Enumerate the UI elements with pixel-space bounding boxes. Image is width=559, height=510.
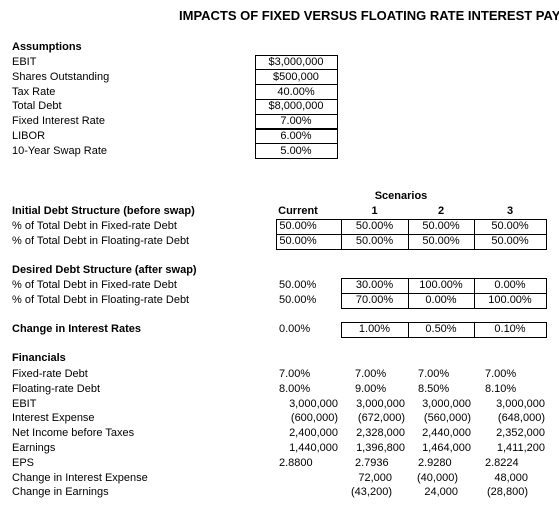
row-label: Fixed-rate Debt: [12, 368, 88, 380]
row-label: 10-Year Swap Rate: [12, 144, 107, 157]
cell-value: 100.00%: [419, 279, 463, 291]
cell-value: 3,000,000: [289, 397, 338, 410]
input-value: 40.00%: [277, 85, 315, 98]
cell-value: 50.00%: [491, 220, 529, 232]
scenarios-label: Scenarios: [374, 190, 428, 202]
row-label: Change in Interest Expense: [12, 471, 148, 484]
row-label: Floating-rate Debt: [12, 382, 101, 395]
cell-value: 50.00%: [422, 220, 460, 232]
row-label: Change in Interest Rates: [12, 323, 141, 335]
input-value: $500,000: [273, 70, 319, 83]
input-value: 6.00%: [280, 130, 312, 142]
cell-border: [474, 233, 547, 250]
cell-value: 7.00%: [418, 368, 450, 380]
row-label: Interest Expense: [12, 412, 95, 425]
row-label: EBIT: [12, 56, 37, 68]
cell-value: 2.7936: [355, 456, 389, 469]
cell-border: [474, 292, 547, 309]
cell-value: 3,000,000: [496, 397, 545, 410]
column-header: 2: [437, 205, 445, 217]
row-label: Earnings: [12, 442, 56, 454]
cell-value: 7.00%: [485, 368, 517, 380]
cell-value: 3,000,000: [422, 397, 471, 410]
section-heading: Assumptions: [12, 41, 82, 53]
cell-value: 2,328,000: [356, 427, 405, 440]
section-heading: Desired Debt Structure (after swap): [12, 264, 197, 276]
cell-value: 0.10%: [494, 323, 526, 335]
row-label: % of Total Debt in Fixed-rate Debt: [12, 220, 177, 232]
cell-value: (648,000): [497, 412, 545, 425]
cell-value: 8.50%: [418, 382, 450, 395]
input-value: $3,000,000: [268, 56, 324, 68]
row-label: LIBOR: [12, 130, 46, 142]
cell-value: 9.00%: [355, 382, 387, 395]
cell-value: (40,000): [417, 471, 458, 484]
cell-value: 1,464,000: [422, 442, 471, 454]
section-heading: Initial Debt Structure (before swap): [12, 205, 195, 217]
cell-value: (672,000): [357, 412, 405, 425]
cell-value: 2,352,000: [496, 427, 545, 440]
cell-value: (28,800): [487, 486, 528, 499]
row-label: EPS: [12, 456, 35, 469]
column-header: 1: [371, 205, 378, 217]
cell-value: 0.00%: [425, 294, 457, 306]
cell-value: 7.00%: [355, 368, 387, 380]
cell-value: 30.00%: [355, 279, 394, 291]
cell-border: [474, 321, 547, 338]
cell-value: (43,200): [351, 486, 392, 499]
cell-value: 24,000: [424, 486, 458, 499]
cell-value: 48,000: [494, 471, 528, 484]
cell-value: 70.00%: [355, 294, 394, 306]
row-label: Net Income before Taxes: [12, 427, 135, 440]
title: IMPACTS OF FIXED VERSUS FLOATING RATE IN…: [179, 8, 559, 23]
input-value: $8,000,000: [268, 100, 324, 113]
cell-value: 50.00%: [279, 294, 317, 306]
cell-value: 2,440,000: [422, 427, 471, 440]
cell-value: 72,000: [358, 471, 392, 484]
column-header: 3: [506, 205, 514, 217]
row-label: Shares Outstanding: [12, 70, 110, 83]
cell-value: 0.00%: [494, 279, 526, 291]
row-label: Total Debt: [12, 100, 62, 113]
cell-value: 8.10%: [485, 382, 517, 395]
row-label: Fixed Interest Rate: [12, 115, 105, 128]
cell-value: 50.00%: [355, 235, 394, 247]
column-header: Current: [278, 205, 318, 217]
cell-value: 50.00%: [422, 235, 460, 247]
input-value: 5.00%: [280, 144, 312, 157]
cell-value: 7.00%: [279, 368, 311, 380]
cell-value: 2,400,000: [289, 427, 338, 440]
cell-value: 50.00%: [491, 235, 529, 247]
row-label: % of Total Debt in Floating-rate Debt: [12, 235, 190, 247]
cell-value: 1.00%: [358, 323, 391, 335]
cell-value: 1,440,000: [289, 442, 338, 454]
section-heading: Financials: [12, 352, 66, 364]
cell-value: 100.00%: [488, 294, 532, 306]
row-label: Change in Earnings: [12, 486, 109, 499]
cell-value: (560,000): [423, 412, 471, 425]
row-label: Tax Rate: [12, 85, 56, 98]
cell-value: 50.00%: [279, 235, 317, 247]
cell-value: 0.00%: [279, 323, 311, 335]
input-value: 7.00%: [280, 115, 312, 128]
cell-value: 50.00%: [279, 279, 317, 291]
cell-value: 2.9280: [418, 456, 452, 469]
cell-value: 8.00%: [279, 382, 311, 395]
cell-value: 1,411,200: [496, 442, 545, 454]
cell-value: 50.00%: [279, 220, 317, 232]
cell-value: 1,396,800: [356, 442, 405, 454]
row-label: % of Total Debt in Floating-rate Debt: [12, 294, 190, 306]
row-label: EBIT: [12, 397, 37, 410]
cell-value: 2.8224: [485, 456, 519, 469]
cell-value: (600,000): [290, 412, 338, 425]
cell-value: 0.50%: [425, 323, 457, 335]
cell-value: 50.00%: [355, 220, 394, 232]
cell-value: 3,000,000: [356, 397, 405, 410]
cell-border: [255, 143, 338, 160]
cell-value: 2.8800: [279, 456, 313, 469]
row-label: % of Total Debt in Fixed-rate Debt: [12, 279, 177, 291]
